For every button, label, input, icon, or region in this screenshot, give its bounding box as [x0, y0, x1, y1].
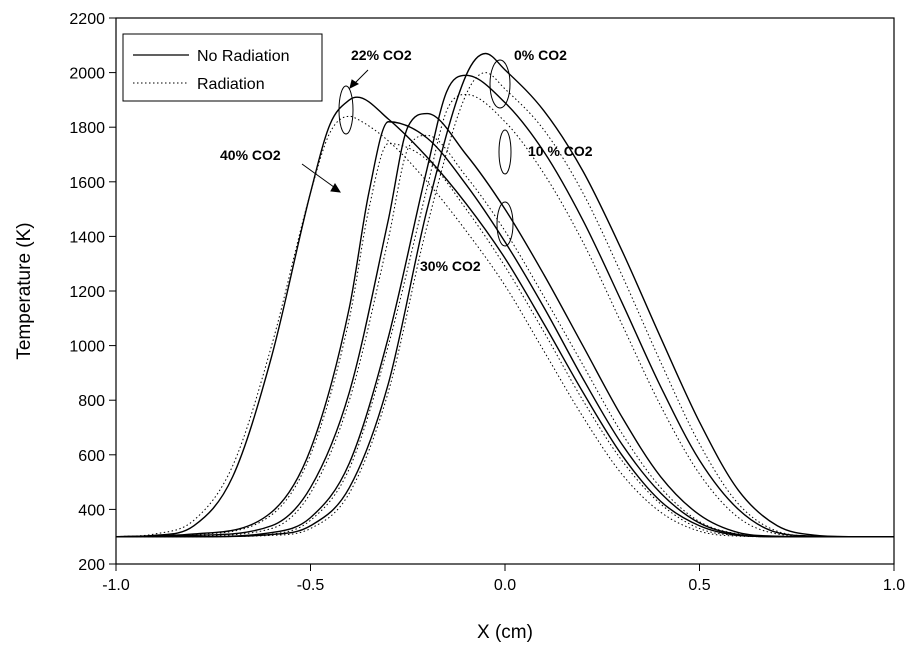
legend-box: [122, 33, 323, 102]
legend-label-no-radiation: No Radiation: [197, 48, 290, 65]
y-tick-label: 200: [78, 557, 105, 574]
arrowhead-40co2: [330, 183, 341, 193]
annotation-40co2: 40% CO2: [220, 147, 281, 163]
y-tick-label: 1600: [69, 175, 105, 192]
y-tick-label: 600: [78, 448, 105, 465]
series-line-10pct-no-radiation: [116, 74, 894, 538]
series-line-22pct-no-radiation: [115, 112, 894, 538]
annotation-10co2: 10 % CO2: [528, 143, 593, 159]
annotation-0co2: 0% CO2: [514, 47, 567, 63]
legend-label-radiation: Radiation: [197, 76, 265, 93]
series-line-0pct-radiation: [116, 72, 894, 538]
series-line-10pct-radiation: [116, 93, 894, 538]
arrow-40co2: [301, 163, 339, 191]
series-line-0pct-no-radiation: [116, 52, 894, 538]
y-tick-label: 1800: [69, 120, 105, 137]
series-layer: [115, 52, 894, 538]
annotation-markers: [301, 59, 514, 247]
legend: No Radiation Radiation: [122, 33, 323, 102]
x-tick-label: 0.0: [494, 577, 516, 594]
ellipse-22co2: [338, 85, 354, 135]
y-tick-label: 400: [78, 502, 105, 519]
y-tick-label: 1400: [69, 229, 105, 246]
axis-ticks: -1.0 -0.5 0.0 0.5 1.0 200 400 600 800 1000 1200 140…: [69, 11, 905, 594]
annotation-30co2: 30% CO2: [420, 258, 481, 274]
x-tick-label: -0.5: [297, 577, 325, 594]
ellipse-30co2: [496, 201, 514, 247]
series-line-30pct-no-radiation: [115, 121, 894, 538]
series-line-30pct-radiation: [115, 143, 894, 538]
x-tick-label: 1.0: [883, 577, 905, 594]
y-tick-label: 1000: [69, 339, 105, 356]
arrowhead-22co2: [349, 79, 359, 89]
y-tick-label: 2200: [69, 11, 105, 28]
ellipse-10co2: [498, 129, 512, 175]
x-axis-title: X (cm): [477, 622, 533, 643]
annotation-22co2: 22% CO2: [351, 47, 412, 63]
y-tick-label: 1200: [69, 284, 105, 301]
series-line-40pct-radiation: [115, 115, 894, 538]
x-tick-label: 0.5: [688, 577, 710, 594]
ellipse-0co2: [489, 59, 511, 109]
y-tick-label: 2000: [69, 66, 105, 83]
y-tick-label: 800: [78, 393, 105, 410]
series-line-40pct-no-radiation: [115, 96, 894, 538]
x-tick-label: -1.0: [102, 577, 130, 594]
series-line-22pct-radiation: [115, 134, 894, 538]
y-axis-title: Temperature (K): [14, 222, 35, 359]
